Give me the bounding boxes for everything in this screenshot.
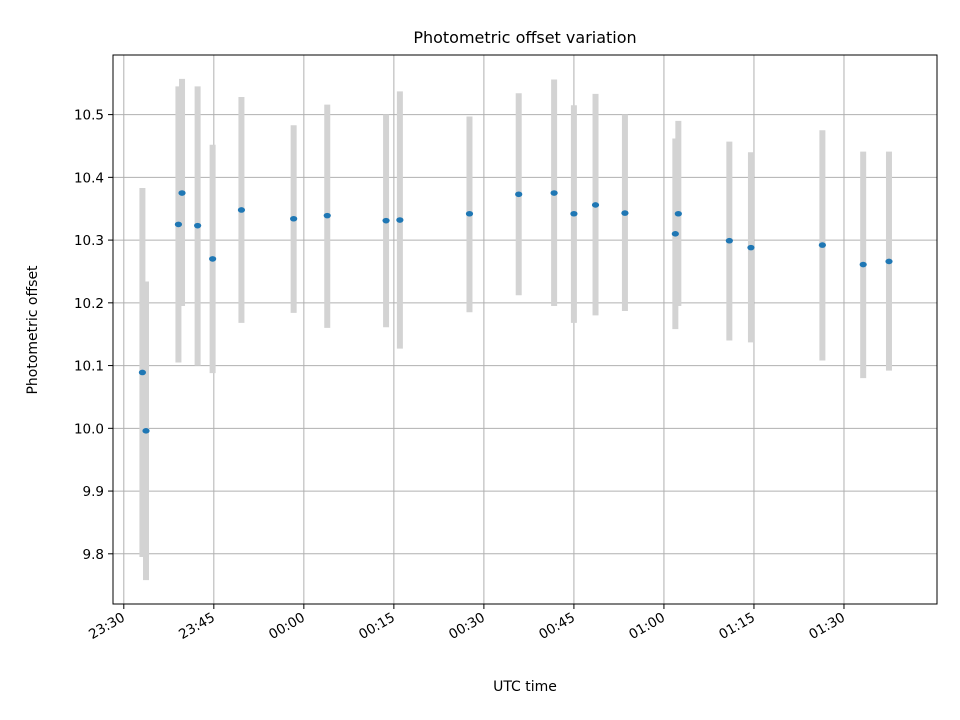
y-tick-label: 10.3 (74, 233, 104, 249)
data-point (237, 207, 246, 213)
y-tick-label: 10.4 (74, 170, 104, 186)
grid (113, 55, 937, 604)
data-point (209, 256, 217, 262)
data-point (570, 210, 578, 217)
y-axis-ticks: 9.8 9.9 10.0 10.1 10.2 10.3 10.4 10.5 (74, 108, 113, 563)
data-point (178, 190, 186, 196)
data-point (621, 210, 629, 216)
data-point (382, 217, 390, 224)
y-tick-label: 10.5 (74, 108, 104, 124)
data-point (671, 231, 679, 237)
data-point (550, 190, 558, 196)
data-point (747, 244, 755, 251)
data-point (725, 237, 733, 244)
data-points (138, 190, 893, 434)
data-point (174, 221, 183, 228)
data-point (323, 212, 331, 219)
data-point (142, 428, 150, 434)
data-point (591, 202, 600, 208)
data-point (674, 210, 682, 217)
y-tick-label: 10.1 (74, 359, 104, 375)
data-point (396, 217, 404, 223)
data-point (290, 215, 298, 222)
data-point (515, 191, 523, 198)
y-tick-label: 10.0 (74, 421, 104, 437)
y-axis-label: Photometric offset (25, 265, 41, 395)
data-point (818, 242, 826, 248)
y-tick-label: 9.9 (83, 484, 104, 500)
x-axis-label: UTC time (493, 679, 557, 695)
data-point (138, 369, 147, 376)
y-tick-label: 9.8 (83, 547, 104, 563)
data-point (194, 222, 202, 229)
data-point (859, 261, 867, 268)
plot-frame (112, 54, 938, 605)
data-point (465, 210, 474, 217)
data-point (885, 258, 893, 265)
y-tick-label: 10.2 (74, 296, 104, 312)
chart-title: Photometric offset variation (413, 28, 636, 47)
